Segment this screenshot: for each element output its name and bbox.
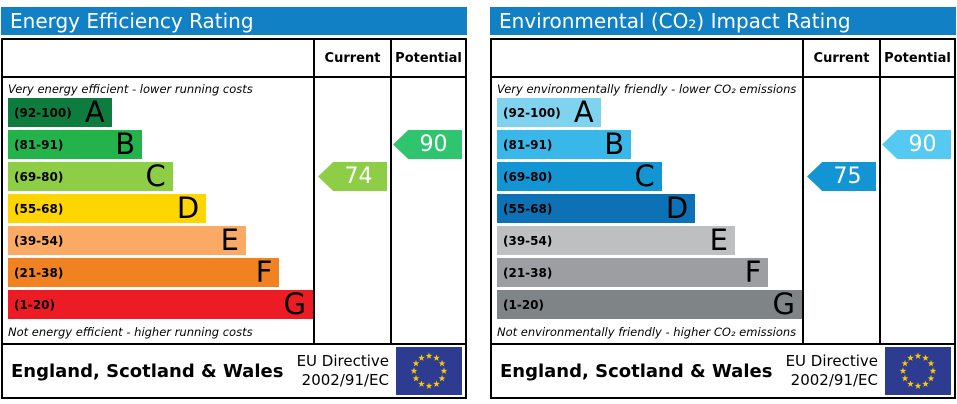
band-g-letter: G bbox=[772, 287, 795, 321]
band-a-range: (92-100) bbox=[503, 105, 561, 120]
environmental-top-caption: Very environmentally friendly - lower CO… bbox=[497, 82, 797, 96]
eu-flag-icon bbox=[885, 347, 951, 395]
band-e-bar: (39-54) E bbox=[497, 226, 735, 255]
environmental-rating-chart: Very environmentally friendly - lower CO… bbox=[490, 38, 956, 345]
energy-eu-directive-label: EU Directive 2002/91/EC bbox=[296, 352, 389, 389]
band-row-a: (92-100) A bbox=[8, 98, 313, 130]
band-a-letter: A bbox=[573, 95, 594, 129]
band-e-letter: E bbox=[220, 223, 239, 257]
band-b-letter: B bbox=[604, 127, 625, 161]
band-c-letter: C bbox=[145, 159, 166, 193]
band-a-bar: (92-100) A bbox=[497, 98, 601, 127]
band-row-c: (69-80) C bbox=[8, 162, 313, 194]
band-row-d: (55-68) D bbox=[8, 194, 313, 226]
band-g-bar: (1-20) G bbox=[497, 290, 802, 319]
band-e-letter: E bbox=[709, 223, 728, 257]
energy-potential-header: Potential bbox=[392, 40, 465, 78]
band-g-range: (1-20) bbox=[14, 297, 55, 312]
band-row-g: (1-20) G bbox=[8, 290, 313, 322]
energy-footer: England, Scotland & Wales EU Directive 2… bbox=[1, 343, 467, 399]
environmental-potential-arrow: 90 bbox=[882, 130, 951, 159]
band-g-letter: G bbox=[283, 287, 306, 321]
band-row-g: (1-20) G bbox=[497, 290, 802, 322]
band-c-range: (69-80) bbox=[503, 169, 553, 184]
band-row-f: (21-38) F bbox=[497, 258, 802, 290]
band-d-letter: D bbox=[176, 191, 200, 225]
band-c-letter: C bbox=[634, 159, 655, 193]
band-a-bar: (92-100) A bbox=[8, 98, 112, 127]
band-row-c: (69-80) C bbox=[497, 162, 802, 194]
band-f-bar: (21-38) F bbox=[497, 255, 769, 289]
environmental-bottom-caption: Not environmentally friendly - higher CO… bbox=[497, 325, 797, 339]
band-e-range: (39-54) bbox=[14, 233, 64, 248]
band-c-bar: (69-80) C bbox=[497, 162, 662, 191]
environmental-panel-title: Environmental (CO₂) Impact Rating bbox=[490, 7, 956, 35]
environmental-impact-panel: Environmental (CO₂) Impact Rating Very e… bbox=[490, 0, 956, 404]
band-g-bar: (1-20) G bbox=[8, 290, 313, 319]
environmental-potential-header: Potential bbox=[881, 40, 954, 78]
band-b-bar: (81-91) B bbox=[497, 127, 632, 161]
band-b-letter: B bbox=[115, 127, 136, 161]
energy-current-value: 74 bbox=[344, 164, 373, 189]
band-e-range: (39-54) bbox=[503, 233, 553, 248]
energy-current-arrow: 74 bbox=[318, 162, 387, 191]
band-row-e: (39-54) E bbox=[8, 226, 313, 258]
band-row-d: (55-68) D bbox=[497, 194, 802, 226]
band-b-range: (81-91) bbox=[14, 137, 64, 152]
band-d-bar: (55-68) D bbox=[497, 191, 696, 225]
environmental-current-arrow: 75 bbox=[807, 162, 876, 191]
energy-efficiency-panel: Energy Efficiency Rating Very energy eff… bbox=[1, 0, 467, 404]
band-d-range: (55-68) bbox=[14, 201, 64, 216]
eu-flag-icon bbox=[396, 347, 462, 395]
energy-potential-value: 90 bbox=[419, 132, 448, 157]
band-f-range: (21-38) bbox=[503, 265, 553, 280]
environmental-header-spacer bbox=[492, 40, 802, 78]
energy-rating-chart: Very energy efficient - lower running co… bbox=[1, 38, 467, 345]
environmental-current-value: 75 bbox=[833, 164, 862, 189]
energy-region-label: England, Scotland & Wales bbox=[11, 360, 284, 382]
energy-header-spacer bbox=[3, 40, 313, 78]
environmental-region-label: England, Scotland & Wales bbox=[500, 360, 773, 382]
energy-bottom-caption: Not energy efficient - higher running co… bbox=[8, 325, 253, 339]
energy-top-caption: Very energy efficient - lower running co… bbox=[8, 82, 253, 96]
energy-potential-arrow: 90 bbox=[393, 130, 462, 159]
band-f-letter: F bbox=[744, 255, 762, 289]
band-f-range: (21-38) bbox=[14, 265, 64, 280]
energy-current-header: Current bbox=[315, 40, 390, 78]
band-a-letter: A bbox=[84, 95, 105, 129]
band-e-bar: (39-54) E bbox=[8, 226, 246, 255]
band-row-b: (81-91) B bbox=[8, 130, 313, 162]
environmental-current-header: Current bbox=[804, 40, 879, 78]
band-b-bar: (81-91) B bbox=[8, 127, 143, 161]
band-f-bar: (21-38) F bbox=[8, 255, 280, 289]
band-f-letter: F bbox=[255, 255, 273, 289]
band-d-range: (55-68) bbox=[503, 201, 553, 216]
band-g-range: (1-20) bbox=[503, 297, 544, 312]
band-c-range: (69-80) bbox=[14, 169, 64, 184]
band-d-letter: D bbox=[665, 191, 689, 225]
band-row-e: (39-54) E bbox=[497, 226, 802, 258]
environmental-footer: England, Scotland & Wales EU Directive 2… bbox=[490, 343, 956, 399]
environmental-eu-directive-label: EU Directive 2002/91/EC bbox=[785, 352, 878, 389]
band-row-f: (21-38) F bbox=[8, 258, 313, 290]
energy-panel-title: Energy Efficiency Rating bbox=[1, 7, 467, 35]
band-d-bar: (55-68) D bbox=[8, 191, 207, 225]
band-a-range: (92-100) bbox=[14, 105, 72, 120]
band-c-bar: (69-80) C bbox=[8, 162, 173, 191]
band-row-a: (92-100) A bbox=[497, 98, 802, 130]
band-row-b: (81-91) B bbox=[497, 130, 802, 162]
environmental-potential-value: 90 bbox=[908, 132, 937, 157]
band-b-range: (81-91) bbox=[503, 137, 553, 152]
